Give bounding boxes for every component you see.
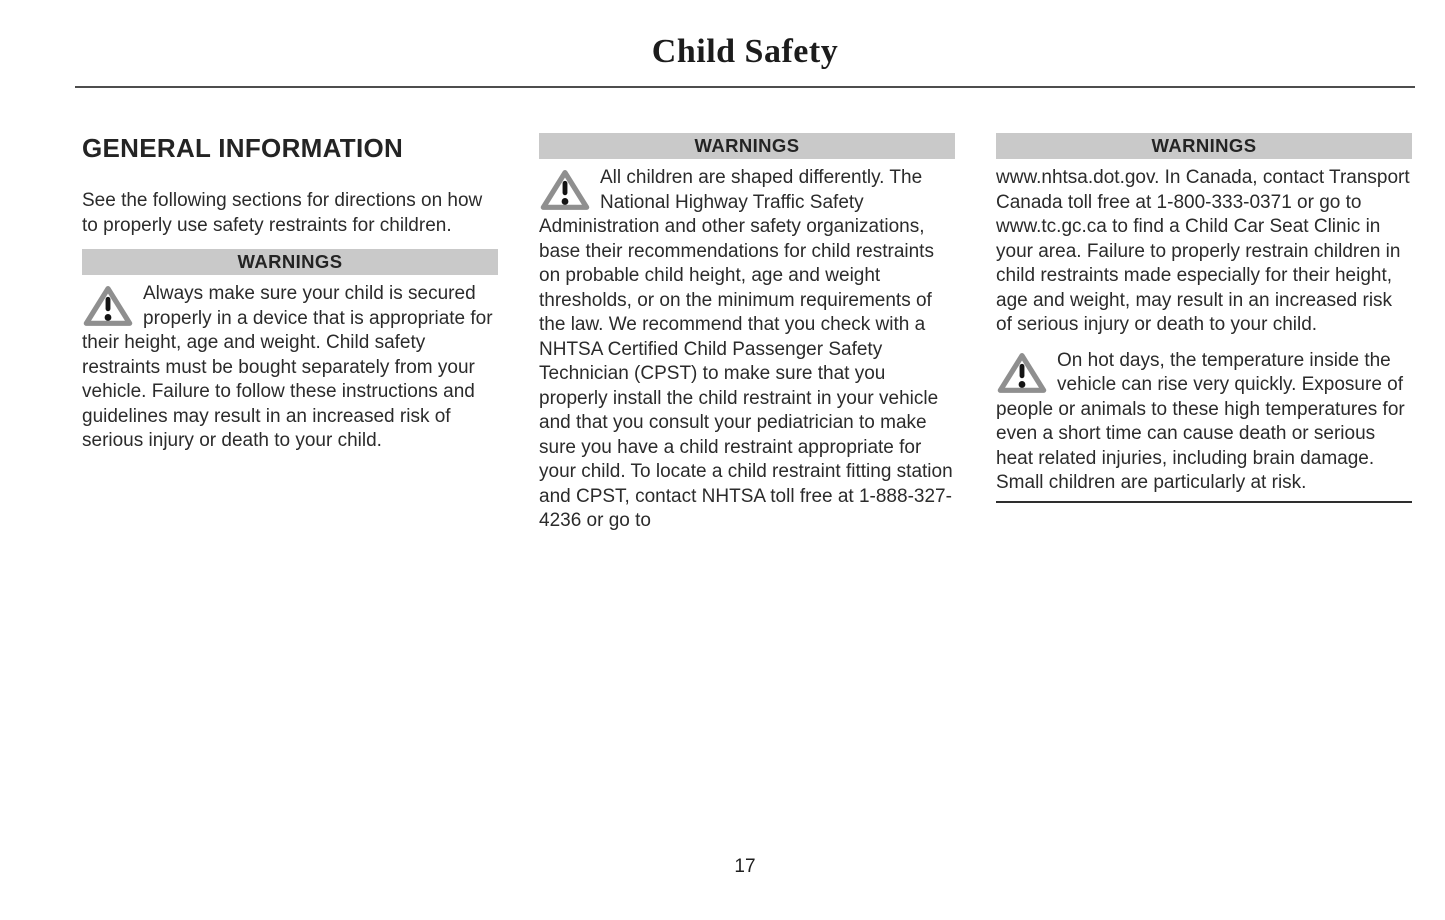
end-of-section-divider xyxy=(996,500,1412,503)
section-heading: GENERAL INFORMATION xyxy=(82,133,404,163)
warning-triangle-icon xyxy=(997,352,1047,393)
warning-continuation-text: www.nhtsa.dot.gov. In Canada, contact Tr… xyxy=(996,167,1410,335)
warning-triangle-icon xyxy=(83,286,133,326)
page-number: 17 xyxy=(734,856,756,877)
column-warnings-middle: WARNINGS All children are shaped differe… xyxy=(539,133,955,534)
intro-paragraph: See the following sections for direction… xyxy=(82,190,483,236)
warnings-header: WARNINGS xyxy=(539,133,955,159)
content-columns: GENERAL INFORMATION See the following se… xyxy=(82,133,1412,534)
warning-continuation-block: www.nhtsa.dot.gov. In Canada, contact Tr… xyxy=(996,166,1412,338)
warning-block: All children are shaped differently. The… xyxy=(539,166,955,534)
warnings-header: WARNINGS xyxy=(82,249,498,275)
warning-block: On hot days, the temperature inside the … xyxy=(996,349,1412,496)
warning-block: Always make sure your child is secured p… xyxy=(82,282,498,454)
warnings-header: WARNINGS xyxy=(996,133,1412,159)
warning-triangle-icon xyxy=(540,170,590,210)
title-divider xyxy=(75,86,1415,88)
column-general-information: GENERAL INFORMATION See the following se… xyxy=(82,133,498,454)
page-title: Child Safety xyxy=(651,33,839,70)
warning-text: All children are shaped differently. The… xyxy=(539,167,953,531)
warning-text: Always make sure your child is secured p… xyxy=(82,283,493,451)
column-warnings-right: WARNINGS www.nhtsa.dot.gov. In Canada, c… xyxy=(996,133,1412,503)
warning-text: On hot days, the temperature inside the … xyxy=(996,349,1405,494)
